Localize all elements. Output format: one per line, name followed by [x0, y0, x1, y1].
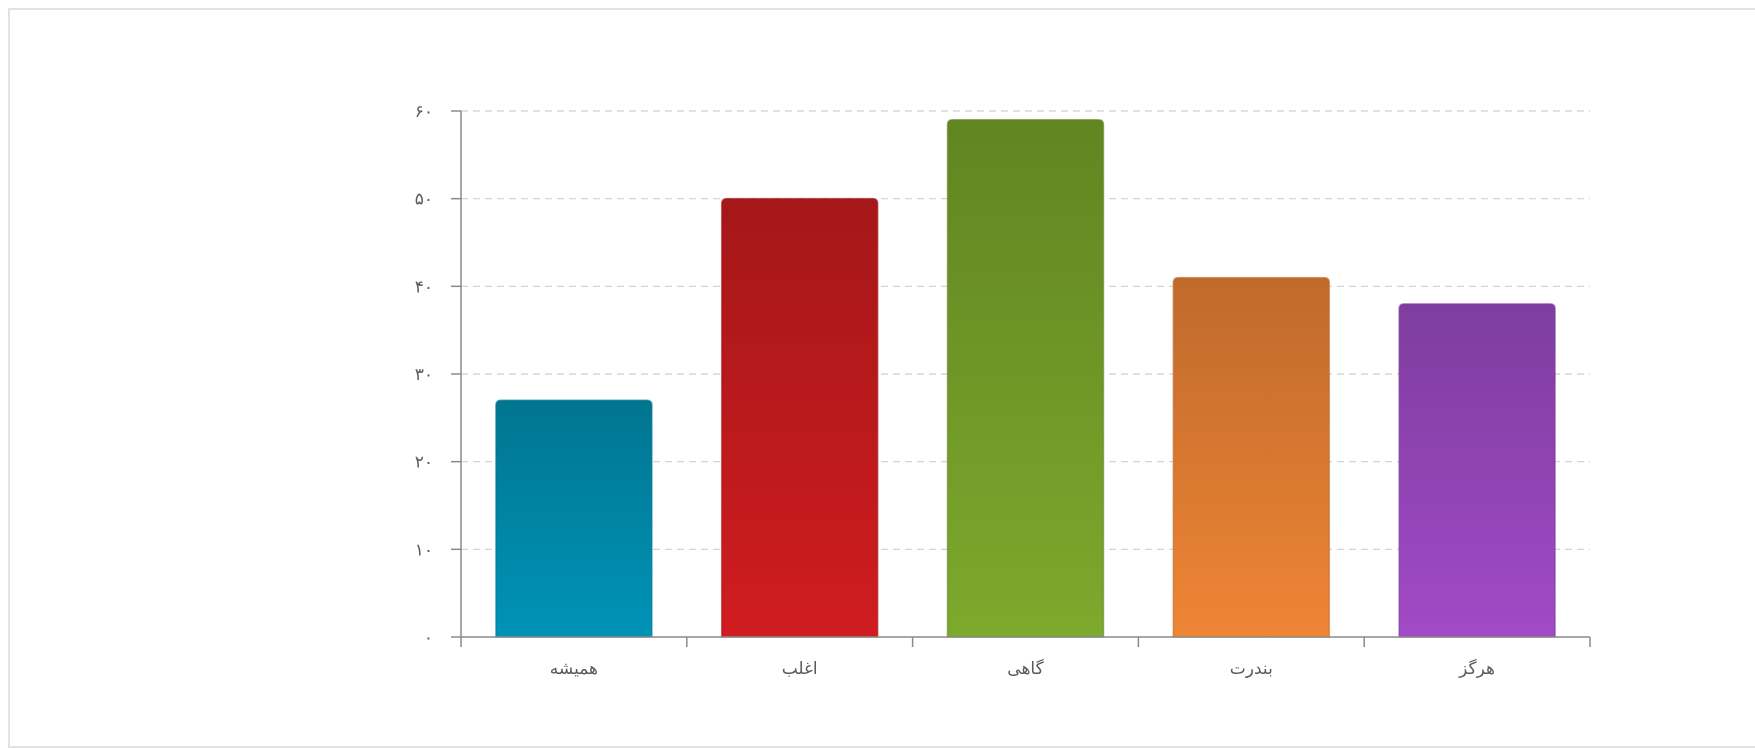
y-axis-ticks: ۰ ۱۰ ۲۰ ۳۰ ۴۰ ۵۰ ۶۰	[415, 102, 461, 648]
bar	[946, 119, 1105, 638]
y-tick-label: ۱۰	[415, 540, 433, 560]
bar	[720, 197, 879, 638]
x-category-label: همیشه	[550, 659, 598, 679]
x-category-label: هرگز	[1458, 658, 1495, 679]
bars	[495, 119, 1556, 638]
bar	[1398, 303, 1556, 638]
y-tick-label: ۴۰	[415, 277, 433, 297]
bar	[495, 399, 653, 638]
y-tick-label: ۶۰	[415, 102, 433, 122]
x-axis-labels: همیشه اغلب گاهی بندرت هرگز	[550, 658, 1495, 679]
y-tick-label: ۳۰	[415, 365, 433, 385]
y-tick-label: ۰	[424, 628, 433, 648]
y-tick-label: ۵۰	[415, 190, 433, 210]
x-category-label: گاهی	[1007, 658, 1044, 679]
y-tick-label: ۲۰	[415, 453, 433, 473]
x-category-label: اغلب	[782, 659, 818, 679]
x-category-label: بندرت	[1230, 659, 1273, 679]
bar	[1172, 276, 1331, 638]
